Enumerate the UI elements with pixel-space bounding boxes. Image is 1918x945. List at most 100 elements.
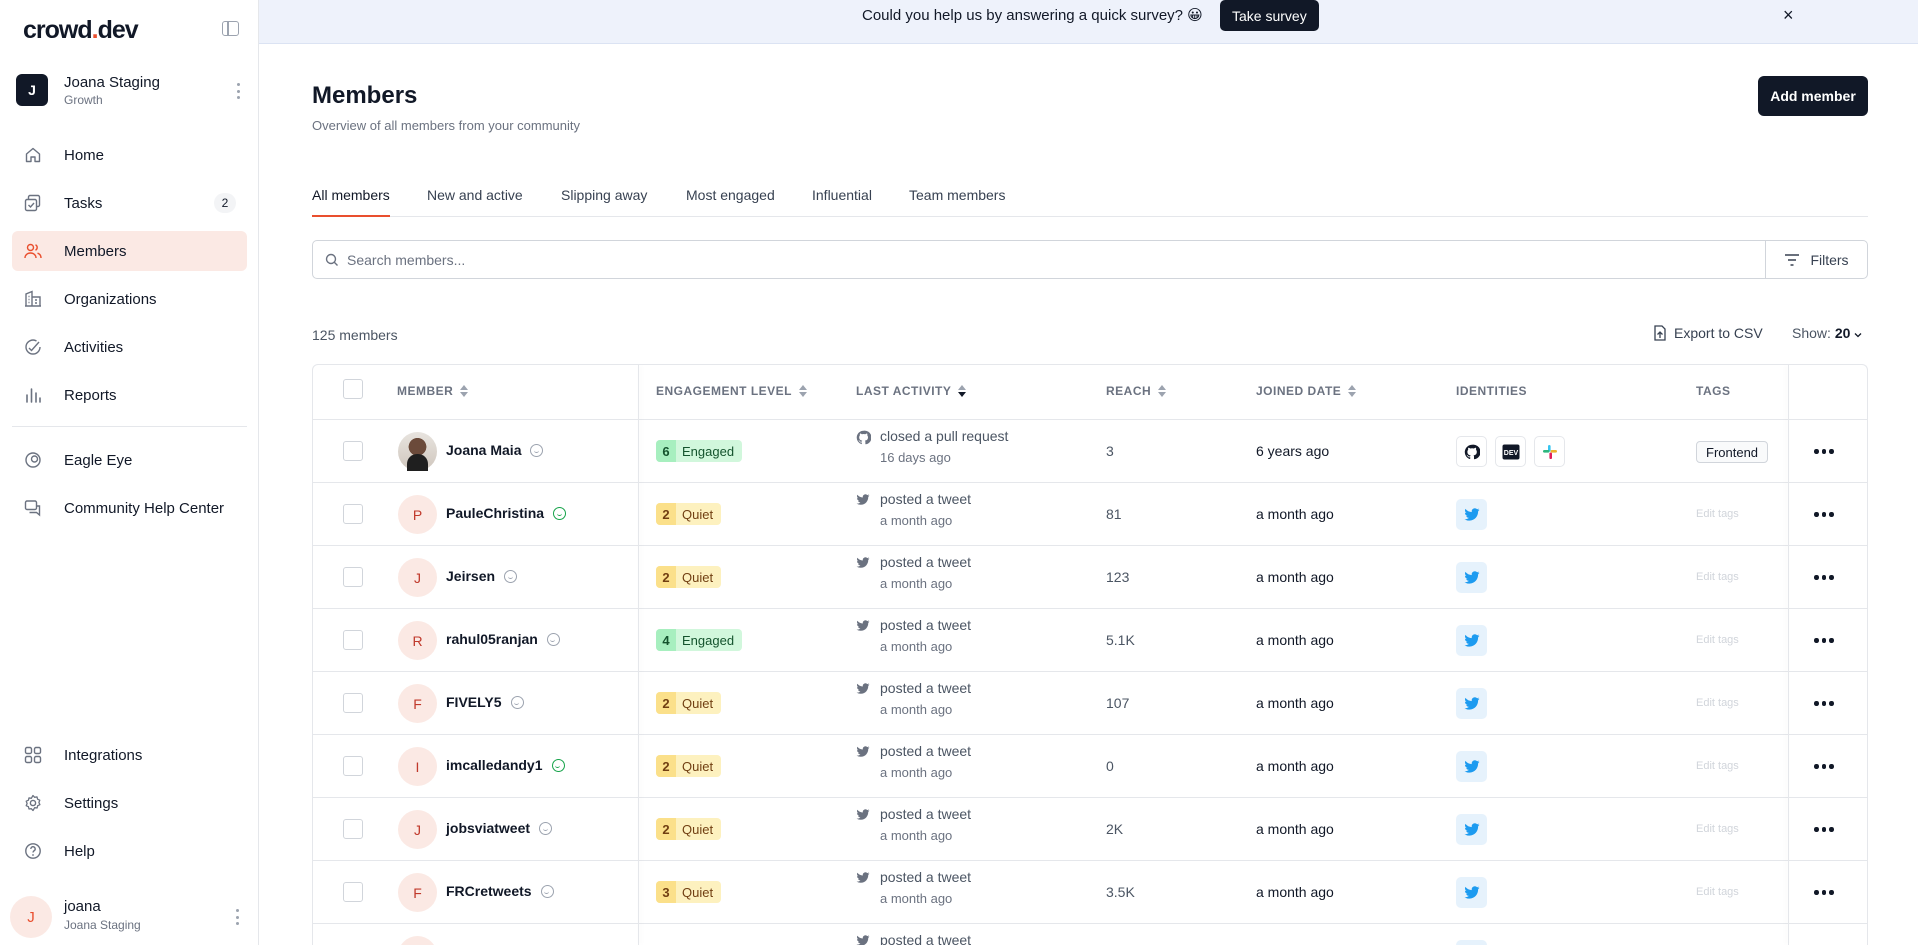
- tab-most-engaged[interactable]: Most engaged: [686, 187, 775, 203]
- export-csv-label: Export to CSV: [1674, 325, 1763, 341]
- row-checkbox[interactable]: [343, 567, 363, 587]
- column-joined-date[interactable]: JOINED DATE: [1256, 384, 1357, 398]
- twitter-icon[interactable]: [1456, 499, 1487, 530]
- row-checkbox[interactable]: [343, 819, 363, 839]
- sidebar-item-help[interactable]: Help: [12, 831, 247, 871]
- sidebar-item-label: Activities: [64, 338, 124, 356]
- user-menu-icon[interactable]: [235, 909, 239, 925]
- table-row[interactable]: posted a tweet: [313, 924, 1867, 945]
- table-row[interactable]: F FIVELY5 2 Quiet posted a tweet a month ago 1…: [313, 672, 1867, 735]
- edit-tags-link[interactable]: Edit tags: [1696, 634, 1739, 646]
- row-checkbox[interactable]: [343, 441, 363, 461]
- table-row[interactable]: Joana Maia 6 Engaged closed a pull request 1…: [313, 420, 1867, 483]
- table-row[interactable]: P PauleChristina 2 Quiet posted a tweet a mon…: [313, 483, 1867, 546]
- tab-team-members[interactable]: Team members: [909, 187, 1006, 203]
- sidebar-collapse-icon[interactable]: [222, 21, 239, 36]
- reports-icon: [23, 385, 43, 405]
- twitter-icon[interactable]: [1456, 940, 1487, 945]
- row-checkbox[interactable]: [343, 756, 363, 776]
- sidebar-item-members[interactable]: Members: [12, 231, 247, 271]
- column-last-activity[interactable]: LAST ACTIVITY: [856, 384, 967, 398]
- filters-button[interactable]: Filters: [1765, 240, 1868, 279]
- row-actions-icon[interactable]: [1814, 701, 1834, 706]
- sidebar-item-eagle-eye[interactable]: Eagle Eye: [12, 440, 247, 480]
- filters-label: Filters: [1810, 251, 1849, 268]
- edit-tags-link[interactable]: Edit tags: [1696, 571, 1739, 583]
- row-actions-icon[interactable]: [1814, 890, 1834, 895]
- member-name[interactable]: rahul05ranjan: [446, 631, 560, 647]
- page-size-select[interactable]: Show: 20: [1792, 325, 1862, 341]
- sidebar-item-tasks[interactable]: Tasks 2: [12, 183, 247, 223]
- twitter-icon[interactable]: [1456, 877, 1487, 908]
- tab-slipping-away[interactable]: Slipping away: [561, 187, 648, 203]
- row-checkbox[interactable]: [343, 504, 363, 524]
- member-name[interactable]: PauleChristina: [446, 505, 567, 521]
- crowd-dev-logo[interactable]: crowd.dev: [23, 16, 139, 44]
- column-engagement-level[interactable]: ENGAGEMENT LEVEL: [656, 384, 808, 398]
- row-actions-icon[interactable]: [1814, 638, 1834, 643]
- select-all-checkbox[interactable]: [343, 379, 363, 399]
- sidebar-item-community-help-center[interactable]: Community Help Center: [12, 488, 247, 528]
- row-actions-icon[interactable]: [1814, 575, 1834, 580]
- sidebar-item-organizations[interactable]: Organizations: [12, 279, 247, 319]
- twitter-icon[interactable]: [1456, 814, 1487, 845]
- twitter-icon[interactable]: [1456, 562, 1487, 593]
- row-actions-icon[interactable]: [1814, 512, 1834, 517]
- close-icon[interactable]: ×: [1783, 5, 1794, 25]
- row-checkbox[interactable]: [343, 693, 363, 713]
- member-name[interactable]: jobsviatweet: [446, 820, 553, 836]
- tasks-icon: [23, 193, 43, 213]
- member-name[interactable]: Jeirsen: [446, 568, 518, 584]
- joined-date: a month ago: [1256, 569, 1334, 585]
- table-row[interactable]: F FRCretweets 3 Quiet posted a tweet a month …: [313, 861, 1867, 924]
- column-reach[interactable]: REACH: [1106, 384, 1167, 398]
- sidebar-item-integrations[interactable]: Integrations: [12, 735, 247, 775]
- tab-all-members[interactable]: All members: [312, 187, 390, 217]
- row-checkbox[interactable]: [343, 630, 363, 650]
- row-actions-icon[interactable]: [1814, 764, 1834, 769]
- slack-icon[interactable]: [1534, 436, 1565, 467]
- github-icon[interactable]: [1456, 436, 1487, 467]
- twitter-icon[interactable]: [1456, 625, 1487, 656]
- table-row[interactable]: J Jeirsen 2 Quiet posted a tweet a month ago 1…: [313, 546, 1867, 609]
- member-name[interactable]: Joana Maia: [446, 442, 544, 458]
- export-csv-button[interactable]: Export to CSV: [1653, 325, 1763, 341]
- row-actions-icon[interactable]: [1814, 827, 1834, 832]
- tab-influential[interactable]: Influential: [812, 187, 872, 203]
- user-menu[interactable]: J joana Joana Staging: [10, 896, 250, 938]
- twitter-icon[interactable]: [1456, 688, 1487, 719]
- sidebar-item-home[interactable]: Home: [12, 135, 247, 175]
- row-checkbox[interactable]: [343, 882, 363, 902]
- search-input[interactable]: [347, 249, 1727, 271]
- activity-time: a month ago: [880, 513, 953, 528]
- sidebar-item-activities[interactable]: Activities: [12, 327, 247, 367]
- sidebar-item-settings[interactable]: Settings: [12, 783, 247, 823]
- row-actions-icon[interactable]: [1814, 449, 1834, 454]
- members-icon: [23, 241, 43, 261]
- take-survey-button[interactable]: Take survey: [1220, 0, 1319, 31]
- column-member[interactable]: MEMBER: [397, 384, 469, 398]
- member-name[interactable]: FIVELY5: [446, 694, 524, 710]
- sidebar-item-reports[interactable]: Reports: [12, 375, 247, 415]
- member-name[interactable]: FRCretweets: [446, 883, 554, 899]
- member-name[interactable]: imcalledandy1: [446, 757, 565, 773]
- workspace-switcher[interactable]: J Joana Staging Growth: [16, 74, 246, 108]
- help-center-icon: [23, 498, 43, 518]
- tab-new-and-active[interactable]: New and active: [427, 187, 523, 203]
- reach-value: 2K: [1106, 821, 1124, 837]
- edit-tags-link[interactable]: Edit tags: [1696, 697, 1739, 709]
- add-member-button[interactable]: Add member: [1758, 76, 1868, 116]
- activity-description: posted a tweet: [880, 617, 972, 633]
- workspace-menu-icon[interactable]: [236, 83, 240, 99]
- edit-tags-link[interactable]: Edit tags: [1696, 886, 1739, 898]
- edit-tags-link[interactable]: Edit tags: [1696, 508, 1739, 520]
- page-size-value: 20: [1834, 325, 1851, 341]
- edit-tags-link[interactable]: Edit tags: [1696, 760, 1739, 772]
- member-tag[interactable]: Frontend: [1696, 441, 1769, 463]
- devto-icon[interactable]: DEV: [1495, 436, 1526, 467]
- twitter-icon[interactable]: [1456, 751, 1487, 782]
- edit-tags-link[interactable]: Edit tags: [1696, 823, 1739, 835]
